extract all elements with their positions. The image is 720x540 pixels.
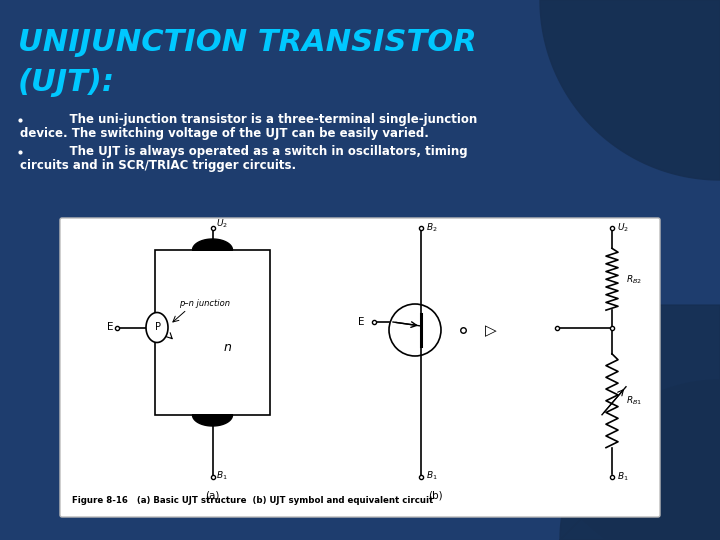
Text: $B_2$: $B_2$ [426,221,438,233]
Text: $R_{B1}$: $R_{B1}$ [626,395,642,407]
Text: n: n [224,341,231,354]
Bar [155,250,270,415]
Text: E: E [107,322,113,333]
Polygon shape [560,380,720,540]
Polygon shape [192,415,233,426]
Text: $U_2$: $U_2$ [617,222,629,234]
Text: ▷: ▷ [485,323,497,339]
Text: p–n junction: p–n junction [179,299,230,307]
Circle shape [389,304,441,356]
Text: device. The switching voltage of the UJT can be easily varied.: device. The switching voltage of the UJT… [20,127,429,140]
Text: $B_1$: $B_1$ [217,470,228,483]
Text: P: P [155,322,161,333]
Polygon shape [540,0,720,180]
Text: $U_2$: $U_2$ [217,217,228,230]
Text: Figure 8-16   (a) Basic UJT structure  (b) UJT symbol and equivalent circuit: Figure 8-16 (a) Basic UJT structure (b) … [72,496,433,505]
Text: $R_{B2}$: $R_{B2}$ [626,273,642,286]
Text: (UJT):: (UJT): [18,68,115,97]
Text: The UJT is always operated as a switch in oscillators, timing: The UJT is always operated as a switch i… [20,145,467,158]
Text: UNIJUNCTION TRANSISTOR: UNIJUNCTION TRANSISTOR [18,28,477,57]
Text: circuits and in SCR/TRIAC trigger circuits.: circuits and in SCR/TRIAC trigger circui… [20,159,296,172]
Text: (b): (b) [428,491,442,501]
Text: (a): (a) [205,491,220,501]
Polygon shape [146,313,168,342]
FancyBboxPatch shape [60,218,660,517]
Text: E: E [358,317,364,327]
Polygon shape [481,305,720,540]
Text: The uni-junction transistor is a three-terminal single-junction: The uni-junction transistor is a three-t… [20,113,477,126]
Text: $B_1$: $B_1$ [617,471,629,483]
Polygon shape [192,239,233,250]
Text: $B_1$: $B_1$ [426,470,438,483]
